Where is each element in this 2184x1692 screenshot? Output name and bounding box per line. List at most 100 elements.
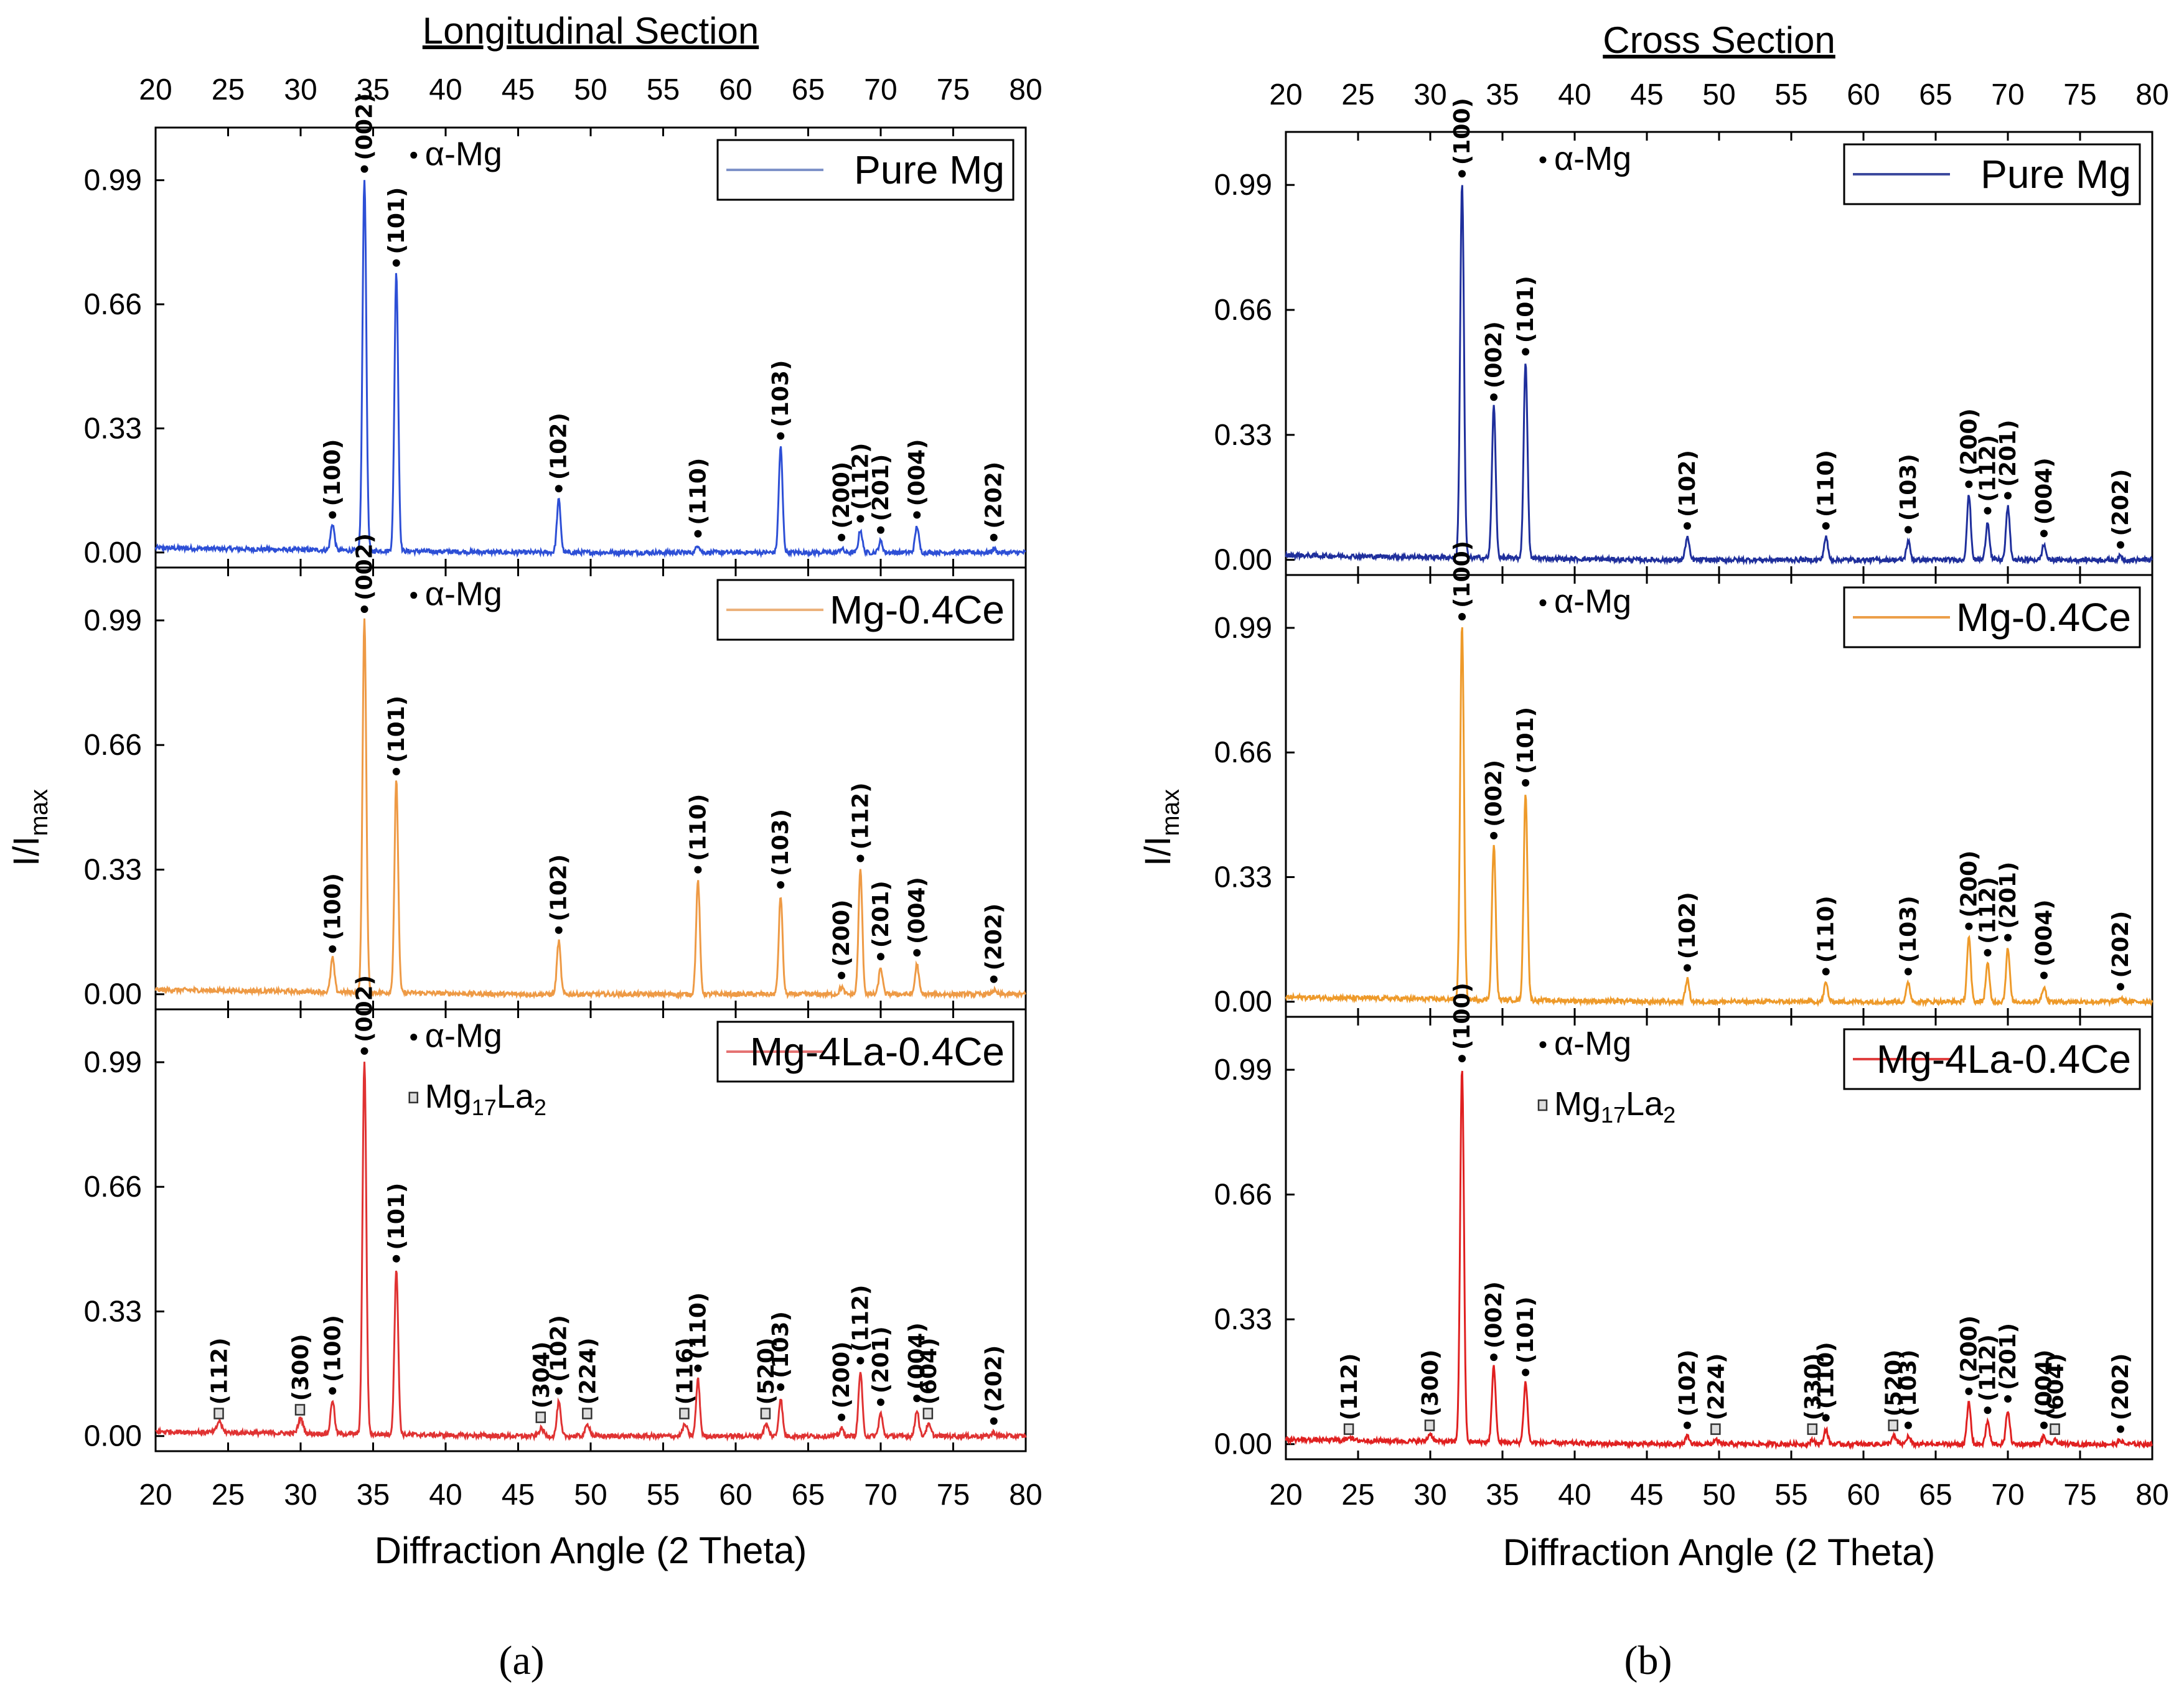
x-tick-label-bottom: 35 bbox=[1486, 1479, 1519, 1512]
peak-label: (102) bbox=[1675, 1349, 1700, 1416]
legend-label: Mg-4La-0.4Ce bbox=[1877, 1037, 2131, 1082]
alpha-mg-legend-marker bbox=[410, 592, 418, 599]
alpha-mg-marker bbox=[1458, 612, 1466, 620]
peak-label: (100) bbox=[320, 439, 345, 506]
x-tick-label-top: 25 bbox=[212, 73, 245, 106]
peak-label: (102) bbox=[546, 854, 572, 922]
legend: Mg-0.4Ce bbox=[1843, 586, 2141, 648]
legend-label: Mg-0.4Ce bbox=[1956, 595, 2131, 640]
subplot-mg-4la-0-4ce: 0.00 0.33 0.66 0.99 (112) (300)(100) (002) (101… bbox=[84, 975, 1027, 1453]
spectrum-line bbox=[154, 180, 1026, 558]
alpha-mg-marker bbox=[777, 1383, 785, 1391]
peak-label: (200) bbox=[1956, 1316, 1982, 1383]
spectrum-line bbox=[1285, 627, 2154, 1007]
panel-title: Longitudinal Section bbox=[423, 10, 759, 52]
y-tick-label: 0.99 bbox=[84, 1046, 142, 1079]
alpha-mg-marker bbox=[1822, 522, 1830, 530]
x-tick-label-bottom: 55 bbox=[1774, 1479, 1807, 1512]
alpha-mg-marker bbox=[694, 866, 702, 874]
alpha-mg-marker bbox=[2040, 1421, 2048, 1429]
alpha-mg-marker bbox=[990, 975, 998, 983]
alpha-mg-legend-label: α-Mg bbox=[425, 135, 502, 172]
peak-label: (103) bbox=[1896, 1349, 1921, 1416]
subplot-pure-mg: 0.00 0.33 0.66 0.99 (100) (002)(101) (102) (110… bbox=[1214, 98, 2154, 577]
y-tick-label: 0.00 bbox=[1214, 1428, 1272, 1461]
x-axis-label: Diffraction Angle (2 Theta) bbox=[375, 1530, 807, 1571]
legend: Mg-4La-0.4Ce bbox=[716, 1021, 1015, 1083]
y-tick-label: 0.99 bbox=[1214, 612, 1272, 645]
peak-label: (101) bbox=[1513, 1296, 1539, 1363]
peak-label: (100) bbox=[320, 873, 345, 940]
peak-label: (004) bbox=[2032, 457, 2057, 525]
x-tick-label-top: 60 bbox=[719, 73, 752, 106]
alpha-mg-marker bbox=[694, 1364, 702, 1372]
alpha-mg-marker bbox=[777, 881, 785, 889]
y-tick-label: 0.00 bbox=[84, 536, 142, 569]
legend: Pure Mg bbox=[716, 139, 1015, 201]
peak-label: (224) bbox=[575, 1337, 601, 1405]
alpha-mg-legend-label: α-Mg bbox=[425, 576, 502, 613]
peak-label: (101) bbox=[384, 1183, 410, 1250]
y-axis-label-sub: max bbox=[26, 789, 53, 836]
peak-label: (224) bbox=[1704, 1353, 1729, 1421]
alpha-mg-marker bbox=[877, 526, 884, 534]
alpha-mg-legend-marker bbox=[1539, 1041, 1547, 1049]
peak-label: (101) bbox=[1513, 707, 1539, 774]
x-tick-label-top: 75 bbox=[937, 73, 970, 106]
alpha-mg-marker bbox=[1984, 1406, 1992, 1414]
peak-label: (112) bbox=[848, 782, 873, 849]
spectrum-line bbox=[1285, 1070, 2154, 1451]
peak-label: (102) bbox=[546, 413, 572, 480]
peak-label: (100) bbox=[1450, 98, 1475, 165]
panel-1: Cross Section 20 20 25 25 30 30 35 35 40 40 45 45 50 5… bbox=[1138, 19, 2169, 1683]
y-tick-label: 0.00 bbox=[1214, 986, 1272, 1019]
y-axis-label: I/Imax bbox=[1138, 789, 1184, 866]
alpha-mg-marker bbox=[1965, 480, 1973, 488]
alpha-mg-marker bbox=[1965, 1387, 1973, 1395]
x-tick-label-top: 65 bbox=[1919, 78, 1952, 111]
peak-label: (110) bbox=[1814, 450, 1839, 517]
alpha-mg-marker bbox=[555, 926, 563, 934]
alpha-mg-marker bbox=[777, 432, 785, 440]
mg17la2-legend-marker bbox=[408, 1091, 418, 1104]
peak-label: (004) bbox=[904, 877, 930, 944]
peak-label: (112) bbox=[1975, 877, 2001, 944]
alpha-mg-marker bbox=[2004, 1395, 2012, 1403]
peak-label: (101) bbox=[1513, 276, 1539, 343]
peak-label: (102) bbox=[546, 1315, 572, 1382]
mg17la2-marker bbox=[760, 1408, 771, 1419]
y-tick-label: 0.33 bbox=[84, 412, 142, 445]
y-tick-label: 0.66 bbox=[84, 729, 142, 762]
peak-label: (116) bbox=[672, 1337, 698, 1405]
alpha-mg-marker bbox=[913, 1395, 921, 1403]
x-tick-label-top: 70 bbox=[1991, 78, 2024, 111]
peak-label: (300) bbox=[288, 1334, 314, 1401]
peak-label: (112) bbox=[1975, 435, 2001, 502]
x-tick-label-bottom: 60 bbox=[1847, 1479, 1880, 1512]
y-tick-label: 0.99 bbox=[1214, 1054, 1272, 1087]
mg17la2-marker bbox=[535, 1411, 546, 1423]
peak-label: (102) bbox=[1675, 892, 1700, 959]
x-tick-label-top: 20 bbox=[139, 73, 172, 106]
panel-title: Cross Section bbox=[1603, 19, 1835, 61]
x-tick-label-bottom: 45 bbox=[502, 1479, 535, 1512]
alpha-mg-marker bbox=[2116, 541, 2124, 549]
x-tick-label-bottom: 80 bbox=[2135, 1479, 2168, 1512]
subplot-pure-mg: 0.00 0.33 0.66 0.99 (100) (002)(101) (102) (110… bbox=[84, 93, 1027, 569]
peak-label: (202) bbox=[982, 904, 1007, 971]
x-tick-label-bottom: 55 bbox=[647, 1479, 680, 1512]
mg17la2-sub-17: 17 bbox=[1601, 1102, 1626, 1128]
x-tick-label-top: 25 bbox=[1341, 78, 1374, 111]
x-tick-label-top: 70 bbox=[864, 73, 897, 106]
alpha-mg-marker bbox=[1904, 1421, 1912, 1429]
alpha-mg-marker bbox=[1822, 1414, 1830, 1422]
peak-label: (101) bbox=[384, 187, 410, 255]
peak-label: (110) bbox=[685, 794, 711, 861]
mg17la2-legend-label: Mg17La2 bbox=[1554, 1085, 1675, 1128]
peak-label: (200) bbox=[1956, 408, 1982, 475]
x-tick-label-bottom: 30 bbox=[284, 1479, 317, 1512]
alpha-mg-legend-marker bbox=[410, 1034, 418, 1041]
y-tick-label: 0.66 bbox=[84, 288, 142, 321]
alpha-mg-marker bbox=[838, 533, 846, 541]
